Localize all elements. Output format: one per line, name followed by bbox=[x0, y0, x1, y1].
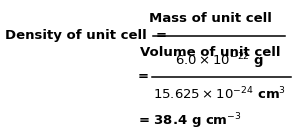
Text: =: = bbox=[138, 70, 149, 84]
Text: Mass of unit cell: Mass of unit cell bbox=[149, 13, 271, 25]
Text: $15.625\times10^{-24}$ cm$^3$: $15.625\times10^{-24}$ cm$^3$ bbox=[153, 86, 286, 102]
Text: Density of unit cell  =: Density of unit cell = bbox=[5, 29, 167, 43]
Text: $6.0\times10^{-22}$ g: $6.0\times10^{-22}$ g bbox=[176, 51, 265, 71]
Text: = 38.4 g cm$^{-3}$: = 38.4 g cm$^{-3}$ bbox=[138, 111, 242, 131]
Text: Volume of unit cell: Volume of unit cell bbox=[140, 47, 280, 59]
